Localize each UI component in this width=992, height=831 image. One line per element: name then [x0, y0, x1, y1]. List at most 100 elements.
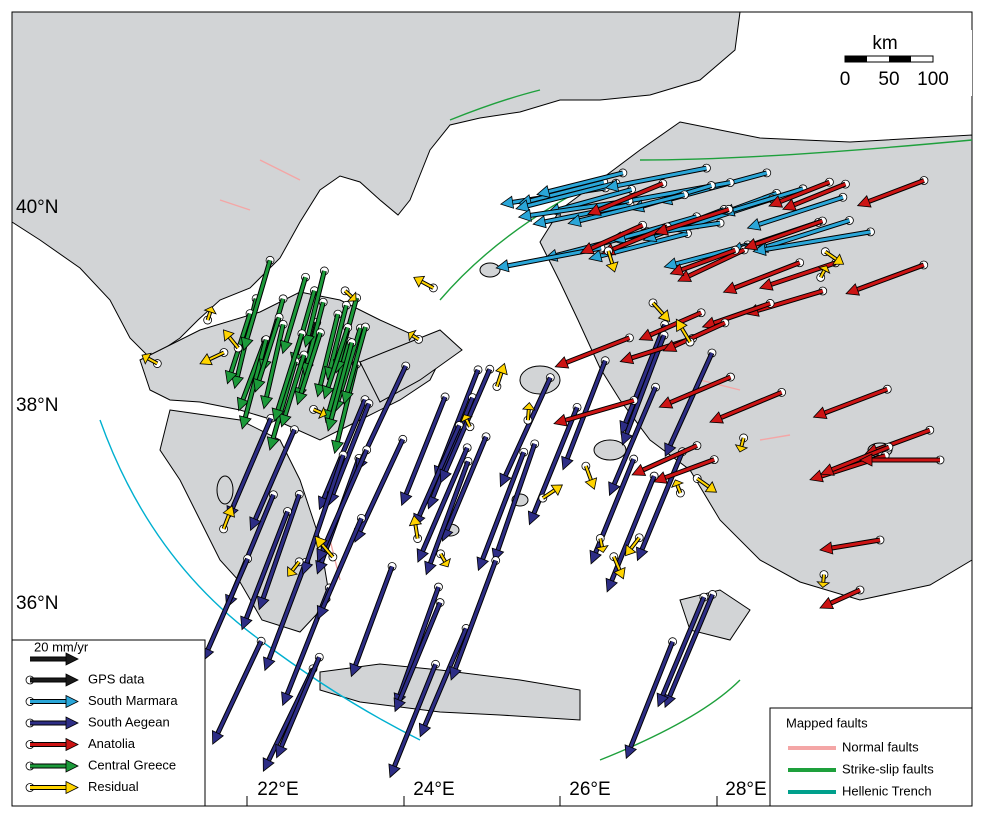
vector — [413, 275, 438, 293]
vector-head — [449, 665, 462, 681]
legend-label: Hellenic Trench — [842, 783, 932, 798]
vector-head — [263, 656, 276, 672]
vector — [25, 780, 79, 795]
vector-head — [318, 406, 327, 420]
vector-head — [631, 463, 647, 476]
vector-head — [499, 195, 515, 209]
vector-shaft — [819, 269, 826, 278]
vector-head — [664, 442, 677, 458]
vector — [436, 549, 451, 568]
vector — [321, 323, 353, 400]
vector-shaft — [305, 301, 325, 364]
vector — [624, 637, 678, 760]
vector-shaft — [530, 180, 605, 203]
vector-head — [521, 401, 536, 411]
vector-head — [653, 471, 668, 484]
vector-head — [260, 395, 274, 410]
vector-shaft — [344, 290, 353, 298]
vector — [816, 570, 831, 589]
vector — [663, 590, 717, 709]
vector — [240, 507, 292, 631]
vector — [604, 163, 711, 193]
legend-label: Residual — [88, 779, 139, 794]
vector-head — [758, 278, 774, 291]
vector — [656, 592, 709, 708]
vector-shaft — [640, 451, 684, 550]
vector-head — [527, 510, 541, 526]
vector — [492, 362, 508, 391]
vector-shaft — [607, 250, 614, 264]
vector-shaft — [824, 250, 837, 261]
vector-shaft — [411, 334, 420, 341]
scale-label: 100 — [917, 69, 949, 90]
vector-shaft — [617, 166, 707, 188]
vector-head — [816, 581, 831, 589]
legend-title: Mapped faults — [786, 715, 868, 730]
normal-fault — [219, 159, 791, 581]
vector-head — [613, 566, 626, 580]
vector-head — [812, 406, 828, 419]
vector-shaft — [779, 180, 830, 203]
vector — [449, 556, 501, 681]
vector-shaft — [313, 408, 322, 414]
legend-label: GPS data — [88, 671, 145, 686]
vector-head — [65, 673, 79, 687]
vector — [25, 673, 79, 687]
vector — [709, 387, 787, 424]
vector-head — [782, 198, 797, 211]
vector-head — [65, 780, 79, 795]
vector-head — [515, 199, 530, 213]
velocity-vectors — [141, 163, 945, 779]
vector — [579, 220, 647, 255]
vector-shaft — [423, 627, 468, 727]
vector — [782, 179, 850, 211]
vector-head — [211, 730, 225, 745]
vector-shaft — [548, 171, 624, 194]
vector-shaft — [598, 182, 664, 212]
vector — [595, 534, 609, 553]
vector — [734, 433, 749, 453]
vector-shaft — [758, 195, 844, 226]
scale-bar: km 0 50 100 — [833, 30, 972, 96]
legend-label: South Marmara — [88, 693, 178, 708]
legend-label: Anatolia — [88, 736, 136, 751]
vector — [426, 393, 477, 510]
vector-shaft — [229, 313, 252, 373]
vector — [662, 318, 730, 352]
scale-bar-segment — [889, 56, 911, 62]
vector — [499, 373, 555, 488]
vector — [287, 557, 304, 577]
vector-head — [340, 389, 354, 405]
vector-shaft — [321, 543, 334, 558]
vector-shaft — [664, 458, 715, 480]
vector-head — [315, 559, 328, 575]
vector-shaft — [404, 396, 447, 495]
vector-head — [587, 203, 602, 216]
vector-shaft — [734, 261, 801, 290]
vector-shaft — [321, 517, 363, 609]
vector-head — [554, 356, 570, 369]
longitude-label: 26°E — [569, 779, 610, 800]
vector-shaft — [267, 561, 308, 660]
vector-head — [636, 546, 649, 562]
vector-head — [400, 491, 413, 507]
vector — [294, 328, 325, 406]
vector-head — [346, 291, 357, 302]
vector — [812, 384, 892, 419]
vector-head — [819, 541, 834, 555]
vector — [653, 455, 719, 484]
vector — [581, 461, 598, 490]
vector-shaft — [222, 514, 230, 530]
vector-head — [605, 577, 618, 593]
vector-head — [321, 384, 335, 400]
vector-shaft — [326, 327, 350, 388]
vector-head — [424, 560, 437, 576]
vector-head — [65, 694, 79, 709]
vector — [219, 504, 236, 534]
vector — [587, 179, 668, 216]
vector-shaft — [668, 593, 714, 697]
vector-shaft — [431, 397, 474, 499]
vector — [536, 168, 628, 198]
vector — [604, 246, 619, 273]
vector-head — [314, 535, 328, 550]
